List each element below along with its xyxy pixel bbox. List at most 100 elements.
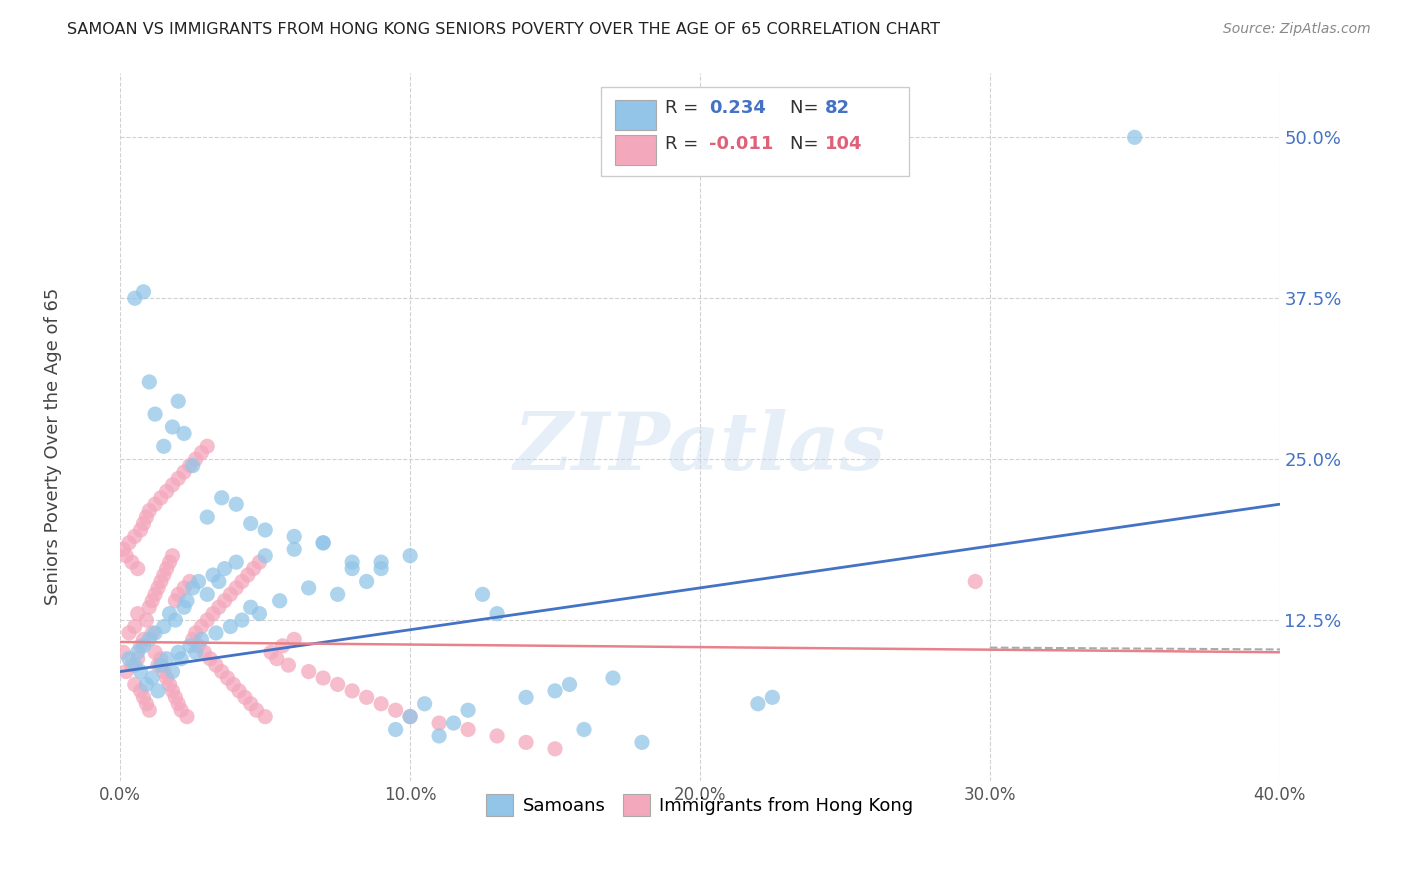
Point: [149, 651, 172, 665]
FancyBboxPatch shape: [602, 87, 908, 176]
Point: [602, 671, 624, 685]
Point: [146, 581, 169, 595]
Point: [211, 665, 233, 679]
Point: [283, 632, 305, 647]
Point: [124, 619, 146, 633]
Point: [132, 632, 155, 647]
Point: [236, 568, 259, 582]
Point: [141, 594, 163, 608]
Point: [558, 677, 581, 691]
Point: [176, 709, 198, 723]
Point: [266, 651, 288, 665]
Point: [141, 671, 163, 685]
Point: [631, 735, 654, 749]
Point: [486, 607, 509, 621]
Point: [132, 516, 155, 531]
Point: [141, 626, 163, 640]
FancyBboxPatch shape: [616, 136, 655, 165]
Point: [138, 600, 160, 615]
Point: [356, 690, 378, 705]
Point: [370, 697, 392, 711]
Point: [162, 684, 184, 698]
Point: [149, 658, 172, 673]
Point: [195, 510, 218, 524]
Point: [239, 600, 262, 615]
Point: [167, 587, 190, 601]
Point: [135, 613, 157, 627]
Point: [747, 697, 769, 711]
Point: [176, 594, 198, 608]
Point: [260, 645, 283, 659]
Point: [118, 626, 141, 640]
Point: [193, 645, 215, 659]
Point: [173, 465, 195, 479]
Point: [173, 426, 195, 441]
Point: [217, 671, 239, 685]
Text: 82: 82: [825, 99, 851, 117]
Point: [190, 632, 212, 647]
Point: [184, 626, 207, 640]
Point: [149, 574, 172, 589]
Point: [165, 690, 187, 705]
Text: N=: N=: [790, 99, 824, 117]
Point: [118, 536, 141, 550]
Point: [184, 645, 207, 659]
Point: [544, 684, 567, 698]
Point: [112, 542, 135, 557]
Point: [326, 587, 349, 601]
Point: [152, 619, 174, 633]
Point: [162, 478, 184, 492]
Point: [239, 516, 262, 531]
Point: [208, 574, 231, 589]
Point: [202, 607, 225, 621]
Point: [413, 697, 436, 711]
Point: [443, 716, 465, 731]
Point: [170, 651, 193, 665]
Point: [195, 439, 218, 453]
Point: [1123, 130, 1146, 145]
Legend: Samoans, Immigrants from Hong Kong: Samoans, Immigrants from Hong Kong: [477, 785, 922, 825]
Point: [179, 458, 201, 473]
Point: [162, 549, 184, 563]
Point: [152, 439, 174, 453]
Point: [115, 665, 138, 679]
Point: [156, 561, 179, 575]
Text: R =: R =: [665, 99, 704, 117]
Point: [399, 709, 422, 723]
Point: [384, 723, 406, 737]
Point: [312, 536, 335, 550]
Point: [156, 651, 179, 665]
Point: [254, 549, 277, 563]
Point: [211, 491, 233, 505]
Point: [515, 690, 537, 705]
Point: [156, 484, 179, 499]
Point: [152, 568, 174, 582]
Point: [152, 665, 174, 679]
Point: [129, 665, 152, 679]
Point: [124, 677, 146, 691]
Point: [457, 723, 479, 737]
Text: SAMOAN VS IMMIGRANTS FROM HONG KONG SENIORS POVERTY OVER THE AGE OF 65 CORRELATI: SAMOAN VS IMMIGRANTS FROM HONG KONG SENI…: [67, 22, 941, 37]
Point: [312, 536, 335, 550]
Point: [544, 741, 567, 756]
Point: [143, 626, 166, 640]
Point: [225, 581, 247, 595]
Point: [356, 574, 378, 589]
Point: [132, 285, 155, 299]
Point: [138, 632, 160, 647]
Point: [222, 677, 245, 691]
Point: [143, 497, 166, 511]
Point: [399, 709, 422, 723]
Point: [457, 703, 479, 717]
Point: [179, 574, 201, 589]
Point: [249, 607, 271, 621]
Point: [138, 703, 160, 717]
Point: [181, 581, 204, 595]
Point: [208, 600, 231, 615]
Point: [965, 574, 987, 589]
Text: 0.234: 0.234: [709, 99, 766, 117]
Point: [129, 684, 152, 698]
Point: [399, 549, 422, 563]
Point: [165, 613, 187, 627]
Point: [298, 665, 321, 679]
